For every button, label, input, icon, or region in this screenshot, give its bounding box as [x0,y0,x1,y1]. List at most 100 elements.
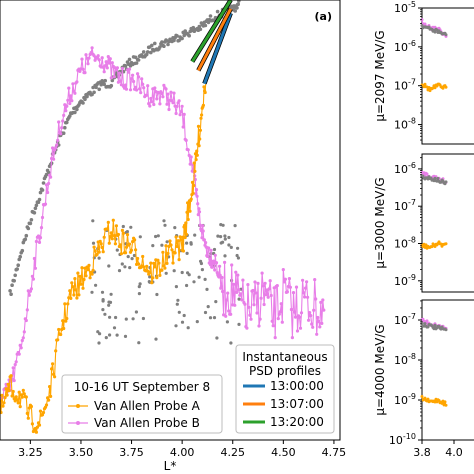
gray-point [148,275,152,279]
panel-label: (a) [315,10,332,23]
probe-b-point [71,82,75,86]
probe-b-point [289,307,293,312]
probe-a-point [38,409,43,413]
probe-b-point [241,278,245,282]
right-series-point [444,242,448,246]
gray-point [17,257,22,262]
profile-line [196,8,233,72]
gray-point [185,241,189,245]
probe-b-point [233,303,237,307]
probe-a-point [107,241,111,245]
probe-a-point [196,124,201,128]
gray-point [154,234,158,239]
probe-b-point [251,288,255,293]
probe-b-point [281,268,285,272]
probe-b-point [167,107,171,112]
probe-b-point [65,104,69,108]
probe-b-point [66,98,70,102]
gray-point [15,267,19,271]
probe-b-point [64,109,68,113]
gray-point [104,336,108,340]
probe-b-point [152,102,156,107]
gray-point [176,298,180,302]
probe-b-point [115,66,119,70]
gray-point [26,226,31,231]
probe-a-point [102,235,106,239]
probe-a-point [34,430,39,434]
probe-b-point [246,283,250,287]
gray-point [200,268,204,272]
probe-a-point [41,410,46,415]
profile-line [191,0,232,63]
right-panel-2: 10-6 10-7 10-8 10-9 μ=3000 MeV/G [373,153,474,293]
probe-b-point [161,95,165,99]
probe-b-point [136,72,140,76]
probe-a-point [116,232,120,237]
probe-b-point [292,310,297,314]
probe-b-point [226,291,230,295]
probe-b-point [197,210,202,214]
probe-b-point [32,256,37,261]
probe-b-point [321,298,325,302]
probe-a-point [61,319,65,323]
probe-b-point [196,213,200,217]
y-tick-label: 10-9 [394,273,416,288]
right-series-point [444,180,448,184]
probe-a-point [37,423,42,427]
probe-b-point [218,264,222,268]
probe-b-point [302,291,306,295]
right-axes-frame [421,7,474,145]
gray-point [160,243,164,247]
y-tick-label: 10-7 [394,78,416,93]
right-series-point [433,176,437,180]
gray-point [107,264,111,268]
probe-a-point [163,266,167,270]
gray-point [124,317,128,321]
probe-b-point [68,101,72,106]
legend-profile-2-label: 13:07:00 [270,397,324,411]
right-series-point [425,172,429,176]
probe-a-point [87,263,91,267]
gray-point [81,101,85,105]
probe-a-point [173,251,177,255]
probe-a-point [78,274,82,278]
gray-point [115,248,119,252]
probe-b-point [117,71,121,75]
gray-point [137,292,141,296]
probe-b-point [249,317,253,321]
right-series-point [441,86,445,90]
probe-a-point [195,149,199,153]
x-tick-label: 4.50 [271,446,296,459]
gray-point [9,292,13,297]
probe-b-point [276,317,280,321]
probe-b-point [120,66,124,71]
probe-a-point [153,265,157,269]
gray-point [203,277,207,281]
probe-a-point [176,239,180,243]
probe-b-point [22,330,26,334]
gray-point [40,188,45,192]
probe-a-point [198,128,202,132]
probe-a-point [57,327,61,332]
probe-b-point [211,259,216,263]
right-series-point [436,176,440,180]
probe-b-point [194,188,199,192]
gray-point [94,85,98,90]
probe-b-point [202,238,206,242]
probe-b-point [208,257,212,261]
probe-b-point [188,162,192,166]
probe-b-point [253,280,257,284]
probe-b-point [33,266,38,270]
probe-b-point [299,311,304,315]
probe-a-point [111,218,115,222]
gray-point [85,94,89,99]
probe-b-point [100,56,104,60]
probe-b-point [57,120,61,124]
gray-point [115,333,119,337]
gray-point [177,310,181,314]
probe-a-point [190,180,195,184]
probe-b-point [43,202,48,206]
y-tick-label: 10-5 [394,0,416,15]
gray-point [75,107,79,112]
gray-point [189,241,193,245]
